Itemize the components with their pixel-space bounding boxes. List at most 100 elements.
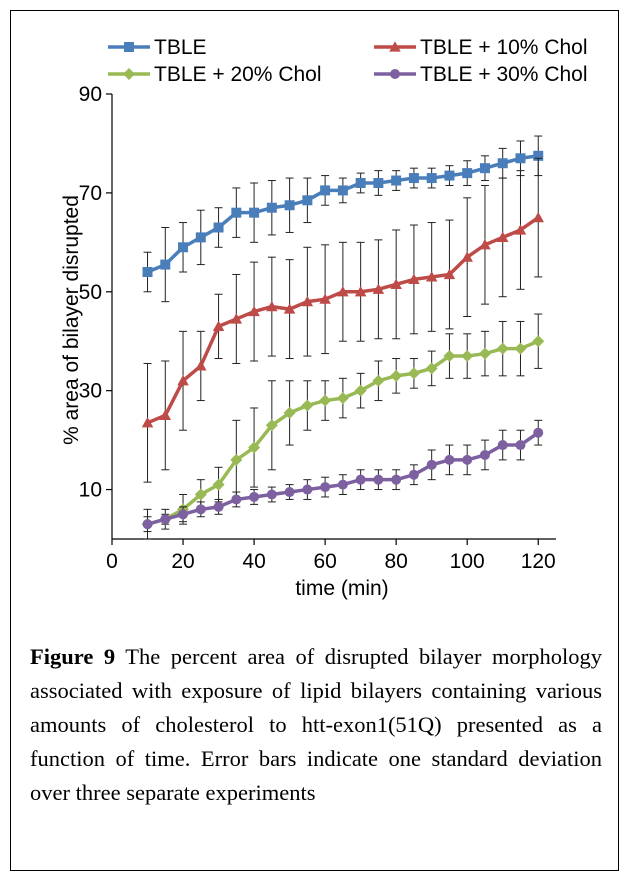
data-point: [496, 342, 509, 355]
legend-label: TBLE: [154, 36, 207, 59]
series-1: [142, 135, 544, 303]
data-point: [390, 369, 403, 382]
data-point: [248, 305, 260, 317]
data-point: [532, 211, 544, 223]
data-point: [213, 222, 224, 233]
data-point: [301, 295, 314, 307]
x-tick-label: 80: [384, 550, 407, 573]
data-point: [461, 350, 474, 363]
data-point: [319, 394, 332, 407]
y-axis-label: % area of bilayer disrupted: [60, 195, 83, 445]
data-point: [302, 484, 313, 495]
data-point: [444, 170, 455, 181]
series-4: [142, 419, 544, 533]
figure-caption: Figure 9 The percent area of disrupted b…: [30, 640, 602, 810]
legend: TBLE TBLE + 10% Chol TBLE + 20% Chol TBLE +…: [108, 36, 588, 86]
y-tick-label: 10: [79, 479, 102, 502]
data-point: [283, 303, 296, 314]
data-point: [249, 207, 260, 218]
data-point: [425, 271, 438, 282]
y-tick-label: 90: [79, 83, 102, 106]
data-point: [407, 367, 420, 380]
data-point: [372, 374, 385, 387]
x-tick-label: 120: [521, 550, 556, 573]
data-point: [461, 251, 473, 262]
data-point: [142, 267, 153, 277]
series-line: [147, 339, 539, 526]
data-point: [497, 440, 508, 451]
data-point: [231, 494, 242, 505]
data-point: [533, 427, 544, 438]
data-point: [391, 175, 402, 186]
x-tick-label: 20: [171, 550, 194, 573]
legend-label: TBLE + 30% Chol: [420, 63, 588, 86]
data-point: [320, 185, 331, 196]
data-point: [355, 178, 366, 188]
data-point: [354, 384, 367, 397]
plot-area: 10 30 50 70 90 0 20 40 60 80 100 120: [79, 83, 556, 573]
data-point: [515, 440, 526, 451]
data-point: [355, 474, 366, 485]
legend-label: TBLE + 10% Chol: [420, 36, 588, 59]
chart: TBLE TBLE + 10% Chol TBLE + 20% Chol TBLE +…: [60, 36, 588, 600]
data-point: [533, 150, 544, 161]
caption-text: The percent area of disrupted bilayer mo…: [30, 644, 602, 805]
legend-item: TBLE + 20% Chol: [108, 63, 322, 86]
data-point: [231, 207, 242, 218]
data-point: [195, 360, 207, 371]
data-point: [497, 158, 508, 169]
data-point: [478, 347, 491, 360]
data-point: [372, 283, 385, 294]
data-point: [248, 441, 261, 454]
y-tick-label: 30: [79, 380, 102, 403]
data-point: [354, 286, 367, 297]
data-point: [337, 185, 348, 196]
data-point: [178, 509, 189, 520]
legend-marker: [389, 41, 401, 52]
y-tick-label: 50: [79, 281, 102, 304]
data-point: [390, 278, 402, 289]
x-tick-label: 0: [106, 550, 118, 573]
x-tick-label: 100: [450, 550, 485, 573]
legend-marker: [123, 68, 135, 80]
legend-label: TBLE + 20% Chol: [154, 63, 322, 86]
data-point: [373, 474, 384, 485]
data-point: [266, 202, 277, 213]
series-2: [141, 157, 544, 483]
data-point: [177, 375, 189, 386]
figure-label: Figure 9: [30, 644, 116, 669]
data-point: [266, 489, 277, 500]
data-point: [425, 362, 438, 375]
data-point: [479, 163, 490, 174]
data-point: [195, 232, 206, 243]
data-point: [195, 504, 206, 515]
data-point: [266, 300, 278, 312]
data-point: [408, 469, 419, 480]
data-point: [373, 178, 384, 188]
data-point: [426, 173, 437, 184]
legend-item: TBLE + 30% Chol: [374, 63, 588, 86]
data-point: [515, 153, 526, 164]
data-point: [283, 406, 296, 419]
data-point: [230, 313, 243, 324]
data-point: [391, 474, 402, 485]
legend-marker: [390, 69, 400, 79]
data-point: [319, 293, 331, 304]
data-point: [302, 195, 313, 206]
x-axis-label: time (min): [295, 577, 388, 600]
data-point: [160, 259, 171, 270]
data-point: [479, 449, 490, 460]
legend-marker: [124, 42, 134, 52]
data-point: [426, 459, 437, 470]
data-point: [301, 399, 314, 412]
data-point: [142, 519, 153, 530]
data-point: [514, 224, 527, 235]
x-tick-label: 40: [242, 550, 265, 573]
data-point: [160, 514, 171, 525]
data-point: [249, 491, 260, 502]
data-point: [212, 478, 225, 491]
data-point: [496, 231, 509, 242]
data-point: [514, 342, 527, 355]
legend-item: TBLE + 10% Chol: [374, 36, 588, 59]
data-point: [479, 239, 491, 250]
